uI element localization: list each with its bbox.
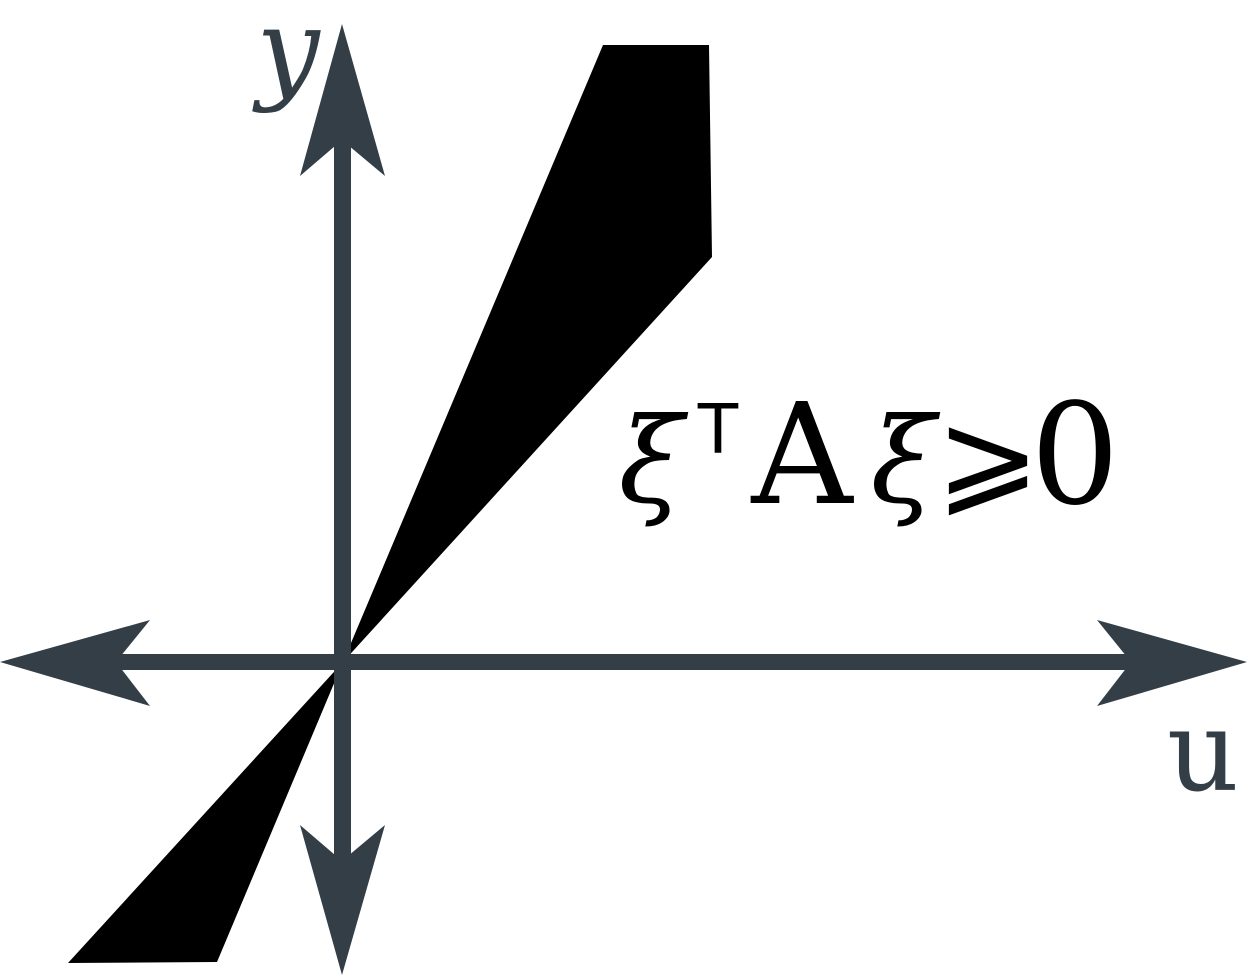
formula-xi-2: ξ: [871, 392, 941, 530]
y-axis: [300, 24, 385, 975]
u-axis-arrow-right: [1097, 620, 1247, 706]
u-axis-label: u: [1167, 687, 1239, 817]
u-axis-line: [110, 654, 1140, 670]
y-axis-arrow-up: [300, 24, 385, 176]
u-axis-arrow-left: [0, 620, 150, 706]
cone-region: [68, 45, 712, 963]
formula-relation: ⩾: [936, 385, 1041, 530]
formula-transpose: T: [696, 389, 740, 469]
u-axis: [0, 620, 1247, 706]
y-axis-arrow-down: [300, 825, 385, 975]
inequality-formula: ξ T A ξ ⩾ 0: [619, 374, 1120, 537]
formula-matrix: A: [750, 374, 854, 537]
formula-rhs: 0: [1030, 374, 1119, 537]
y-axis-label: y: [251, 0, 321, 115]
y-axis-line: [334, 130, 351, 870]
formula-xi: ξ: [619, 392, 689, 530]
